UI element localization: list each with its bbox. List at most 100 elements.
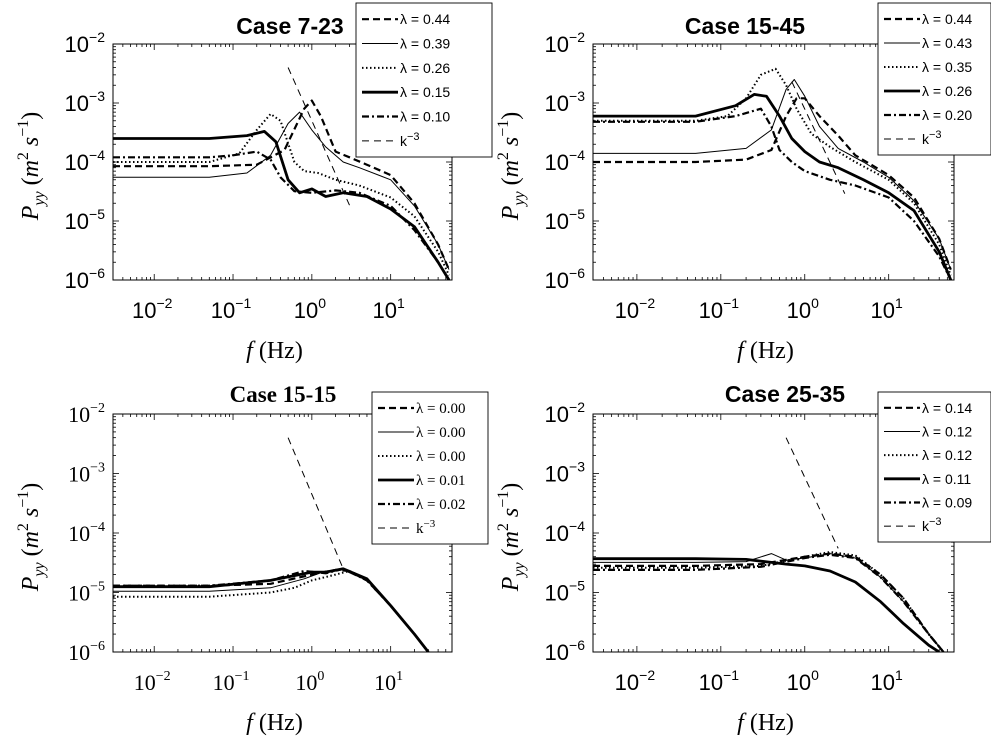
legend: λ = 0.14 λ = 0.12 λ = 0.12 λ = 0.11 λ = 0.09… [877,391,991,543]
y-tick-label: 10−3 [545,88,586,116]
y-tick-label: 10−6 [65,265,106,293]
y-tick-label: 10−5 [65,206,106,234]
x-tick-label: 10−2 [615,295,656,323]
series-line-5 [593,107,952,280]
series-group [113,437,430,652]
y-tick-label: 10−4 [545,147,586,175]
legend-label: λ = 0.10 [400,109,450,125]
y-tick-label: 10−2 [68,401,105,427]
series-line-3 [593,67,952,276]
legend-label: k−3 [922,129,942,147]
x-tick-label: 10−2 [615,667,656,695]
chart-title: Case 15-15 [230,382,337,407]
series-line-4 [593,93,953,280]
x-tick-label: 100 [295,669,324,695]
legend-label: λ = 0.26 [922,83,972,99]
y-tick-label: 10−2 [65,29,106,57]
x-tick-label: 100 [787,295,819,323]
series-line-5 [113,150,450,280]
y-tick-label: 10−5 [545,578,586,606]
y-tick-label: 10−4 [545,518,586,546]
chart-panel-4: 10−2 10−1 100 101 10−6 10−5 10−4 10−3 10−2 Case 2… [495,381,991,736]
series-line-3 [113,570,430,652]
legend-label: λ = 0.01 [416,473,465,489]
y-axis-label: Pyy (m2​ s−1​) [15,112,48,222]
x-tick-label: 101 [374,669,403,695]
y-tick-label: 10−6 [68,639,105,665]
chart-title: Case 15-45 [685,13,805,39]
series-line-3 [113,113,450,276]
y-tick-label: 10−3 [545,459,586,487]
legend: λ = 0.44 λ = 0.39 λ = 0.26 λ = 0.15 λ = 0.10… [355,2,493,158]
x-tick-label: 10−2 [134,669,171,695]
legend-label: λ = 0.00 [416,449,465,465]
y-axis-label: Pyy (m2​ s−1​) [495,112,528,222]
x-axis-label: f (Hz) [737,338,794,364]
legend-label: λ = 0.14 [922,400,972,416]
legend-box [877,2,991,156]
legend-label: λ = 0.09 [922,495,972,511]
legend-label: λ = 0.39 [400,36,450,52]
x-tick-label: 10−1 [213,669,250,695]
x-tick-label: 101 [871,295,903,323]
legend-label: λ = 0.02 [416,497,465,513]
y-tick-label: 10−2 [545,29,586,57]
legend-label: λ = 0.12 [922,424,972,440]
y-axis-label: Pyy (m2​ s−1​) [495,483,528,593]
y-tick-label: 10−6 [545,637,586,665]
legend: λ = 0.44 λ = 0.43 λ = 0.35 λ = 0.26 λ = 0.20… [877,2,991,156]
series-line-2 [113,111,450,270]
series-group [593,437,945,652]
legend-label: λ = 0.35 [922,59,972,75]
legend-box [877,391,991,543]
legend-label: λ = 0.00 [416,425,465,441]
legend-label: λ = 0.44 [400,11,450,27]
series-line-6 [287,67,350,206]
x-tick-label: 100 [294,295,326,323]
series-line-1 [593,97,952,270]
legend-label: k−3 [400,131,420,149]
y-tick-label: 10−2 [545,399,586,427]
series-line-1 [593,552,945,652]
chart-title: Case 7-23 [236,13,343,39]
x-axis-label: f (Hz) [246,710,303,736]
legend-label: λ = 0.11 [922,471,971,487]
series-line-6 [785,437,839,549]
chart-panel-2: 10−2 10−1 100 101 10−6 10−5 10−4 10−3 10−2 Case 1… [495,2,991,364]
x-tick-label: 10−1 [211,295,252,323]
legend-box [371,391,489,545]
legend-label: λ = 0.26 [400,60,450,76]
chart-panel-3: 10−2 10−1 100 101 10−6 10−5 10−4 10−3 10−2 Case 1… [15,382,489,736]
y-tick-label: 10−5 [68,580,105,606]
series-line-6 [791,81,846,194]
x-tick-label: 101 [871,667,903,695]
chart-title: Case 25-35 [725,381,845,407]
legend-label: λ = 0.44 [922,11,972,27]
x-tick-label: 10−1 [699,667,740,695]
y-tick-label: 10−4 [68,520,105,546]
series-line-4 [113,567,430,652]
series-line-4 [593,557,940,652]
y-tick-label: 10−6 [545,265,586,293]
x-tick-label: 100 [787,667,819,695]
x-axis-label: f (Hz) [737,710,794,736]
series-group [113,67,451,280]
legend-label: k−3 [922,516,942,534]
series-group [593,67,953,280]
series-line-2 [593,79,952,270]
legend-label: λ = 0.12 [922,447,972,463]
chart-panel-1: 10−2 10−1 100 101 10−6 10−5 10−4 10−3 10−2 Case 7… [15,2,493,364]
x-tick-label: 10−2 [132,295,173,323]
x-axis-label: f (Hz) [246,338,303,364]
legend-box [355,2,493,158]
x-tick-label: 101 [373,295,405,323]
series-line-5 [593,553,945,652]
y-tick-label: 10−3 [65,88,106,116]
y-tick-label: 10−3 [68,461,105,487]
y-tick-label: 10−4 [65,147,106,175]
y-axis-label: Pyy (m2​ s−1​) [15,483,48,593]
legend-label: k−3 [416,518,436,537]
y-tick-label: 10−5 [545,206,586,234]
legend-label: λ = 0.20 [922,107,972,123]
